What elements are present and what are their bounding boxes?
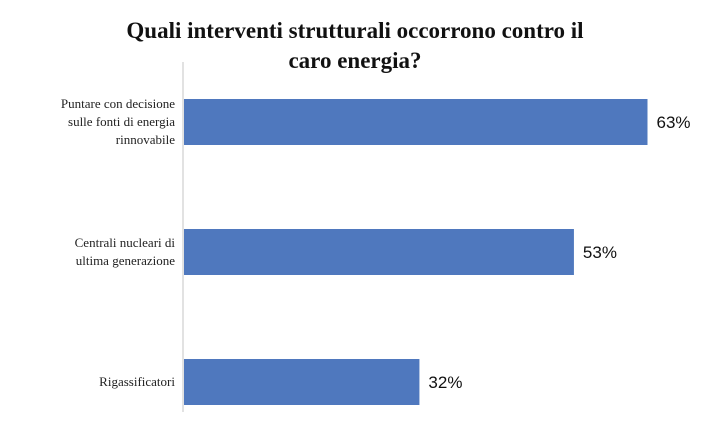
- value-label-3: 32%: [428, 373, 462, 392]
- bar-3: [184, 359, 420, 405]
- category-label-1-line-1: Puntare con decisione: [61, 96, 175, 111]
- category-label-2-line-2: ultima generazione: [76, 253, 175, 268]
- bar-2: [184, 229, 574, 275]
- chart-title-line-1: Quali interventi strutturali occorrono c…: [126, 18, 584, 43]
- chart-title-line-2: caro energia?: [288, 48, 422, 73]
- category-label-3-line-1: Rigassificatori: [99, 374, 175, 389]
- value-label-1: 63%: [657, 113, 691, 132]
- category-label-1-line-2: sulle fonti di energia: [68, 114, 175, 129]
- category-label-1-line-3: rinnovabile: [116, 132, 175, 147]
- chart-title: Quali interventi strutturali occorrono c…: [60, 16, 650, 76]
- bar-1: [184, 99, 648, 145]
- category-label-2-line-1: Centrali nucleari di: [75, 235, 176, 250]
- value-label-2: 53%: [583, 243, 617, 262]
